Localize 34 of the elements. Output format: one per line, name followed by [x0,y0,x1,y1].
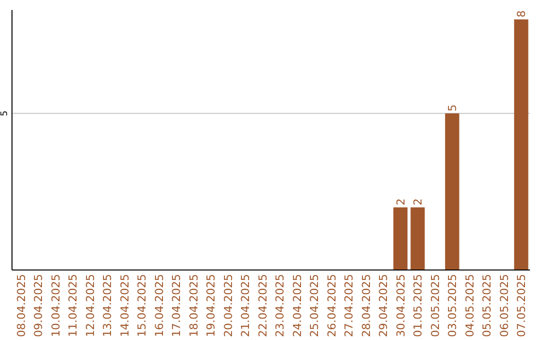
data-label: 2 [412,198,425,206]
x-tick-label: 27.04.2025 [342,274,356,337]
x-tick-label: 08.04.2025 [14,274,28,337]
x-tick-label: 07.05.2025 [515,274,528,337]
x-tick-label: 22.04.2025 [256,274,270,337]
x-tick-label: 26.04.2025 [325,274,338,337]
x-tick-label: 25.04.2025 [308,274,322,337]
x-tick-label: 18.04.2025 [187,274,200,337]
x-tick-label: 12.04.2025 [84,274,97,337]
x-tick-label: 02.05.2025 [428,274,442,337]
data-label: 8 [515,10,528,18]
x-tick-label: 04.05.2025 [463,274,476,337]
x-tick-label: 01.05.2025 [412,274,425,337]
x-tick-label: 20.04.2025 [222,274,235,337]
data-label: 2 [394,198,408,206]
x-tick-label: 16.04.2025 [152,274,166,337]
x-tick-label: 15.04.2025 [136,274,149,337]
x-tick-label: 10.04.2025 [49,274,62,337]
x-tick-label: 24.04.2025 [290,274,304,337]
x-tick-label: 21.04.2025 [239,274,252,337]
x-tick-label: 23.04.2025 [274,274,287,337]
x-tick-label: 09.04.2025 [32,274,46,337]
x-tick-label: 05.05.2025 [480,274,494,337]
x-tick-label: 30.04.2025 [394,274,408,337]
x-tick-label: 13.04.2025 [101,274,114,337]
x-tick-label: 06.05.2025 [498,274,511,337]
x-tick-label: 19.04.2025 [204,274,218,337]
x-tick-label: 17.04.2025 [170,274,184,337]
x-tick-label: 29.04.2025 [377,274,390,337]
x-tick-label: 28.04.2025 [360,274,373,337]
x-tick-label: 14.04.2025 [118,274,132,337]
data-label: 5 [446,104,460,112]
x-tick-label: 03.05.2025 [446,274,460,337]
x-tick-label: 11.04.2025 [66,274,80,337]
